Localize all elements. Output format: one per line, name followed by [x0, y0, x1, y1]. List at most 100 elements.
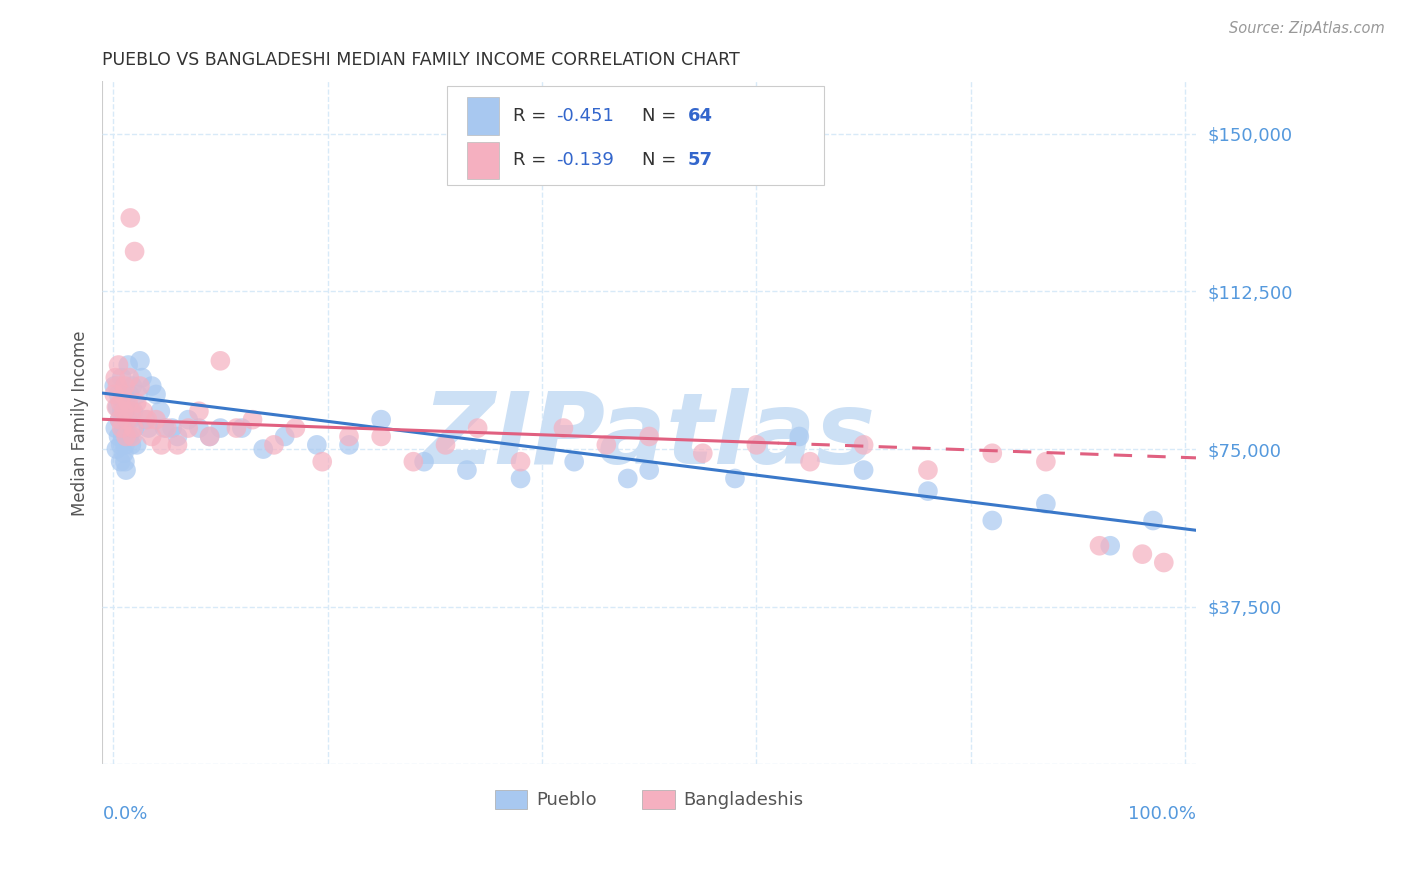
- Point: [111, 429, 134, 443]
- Point: [509, 471, 531, 485]
- Point: [115, 412, 138, 426]
- FancyBboxPatch shape: [447, 87, 824, 186]
- Point: [115, 429, 138, 443]
- Point: [103, 379, 125, 393]
- Point: [616, 471, 638, 485]
- Point: [799, 455, 821, 469]
- Point: [153, 421, 176, 435]
- Point: [120, 412, 142, 426]
- Point: [121, 429, 143, 443]
- Point: [852, 438, 875, 452]
- Point: [107, 400, 129, 414]
- Point: [562, 455, 585, 469]
- Point: [273, 429, 295, 443]
- Point: [122, 404, 145, 418]
- Point: [724, 471, 747, 485]
- Point: [166, 438, 188, 452]
- Point: [107, 429, 129, 443]
- Point: [141, 379, 163, 393]
- Point: [111, 370, 134, 384]
- Point: [129, 379, 152, 393]
- Point: [114, 379, 136, 393]
- Point: [105, 442, 128, 456]
- Point: [553, 421, 575, 435]
- Point: [104, 370, 127, 384]
- Point: [456, 463, 478, 477]
- Point: [125, 396, 148, 410]
- Point: [114, 438, 136, 452]
- Point: [305, 438, 328, 452]
- Point: [127, 387, 149, 401]
- Point: [1153, 556, 1175, 570]
- Text: -0.139: -0.139: [557, 152, 614, 169]
- Point: [112, 404, 135, 418]
- Point: [370, 412, 392, 426]
- Point: [595, 438, 617, 452]
- Point: [745, 438, 768, 452]
- FancyBboxPatch shape: [467, 142, 499, 179]
- Point: [111, 387, 134, 401]
- Point: [107, 358, 129, 372]
- Y-axis label: Median Family Income: Median Family Income: [72, 330, 89, 516]
- Point: [124, 244, 146, 259]
- Point: [104, 421, 127, 435]
- Point: [117, 396, 139, 410]
- Point: [150, 438, 173, 452]
- Point: [105, 400, 128, 414]
- Point: [117, 358, 139, 372]
- Point: [125, 438, 148, 452]
- Point: [787, 429, 810, 443]
- Point: [198, 429, 221, 443]
- Point: [917, 484, 939, 499]
- Point: [252, 442, 274, 456]
- Point: [413, 455, 436, 469]
- Point: [110, 438, 132, 452]
- Point: [118, 370, 141, 384]
- Legend: Pueblo, Bangladeshis: Pueblo, Bangladeshis: [488, 783, 811, 817]
- Text: 0.0%: 0.0%: [103, 805, 148, 823]
- Point: [111, 421, 134, 435]
- Text: ZIPatlas: ZIPatlas: [423, 388, 876, 485]
- Point: [112, 421, 135, 435]
- Point: [981, 514, 1004, 528]
- Point: [124, 421, 146, 435]
- Text: Source: ZipAtlas.com: Source: ZipAtlas.com: [1229, 21, 1385, 36]
- Point: [122, 421, 145, 435]
- Text: N =: N =: [641, 107, 682, 125]
- Point: [112, 446, 135, 460]
- Point: [136, 412, 159, 426]
- Point: [311, 455, 333, 469]
- Point: [111, 396, 134, 410]
- Point: [120, 211, 142, 225]
- Point: [129, 354, 152, 368]
- Point: [138, 421, 160, 435]
- Point: [337, 429, 360, 443]
- Point: [638, 429, 661, 443]
- Point: [225, 421, 247, 435]
- Point: [692, 446, 714, 460]
- Point: [1142, 514, 1164, 528]
- Point: [209, 354, 232, 368]
- Point: [108, 412, 131, 426]
- Point: [981, 446, 1004, 460]
- Text: R =: R =: [513, 107, 551, 125]
- Point: [141, 429, 163, 443]
- Point: [1099, 539, 1122, 553]
- Point: [145, 412, 167, 426]
- Point: [160, 421, 183, 435]
- Point: [103, 387, 125, 401]
- Point: [118, 387, 141, 401]
- Text: -0.451: -0.451: [557, 107, 614, 125]
- Point: [110, 396, 132, 410]
- FancyBboxPatch shape: [467, 97, 499, 135]
- Text: 64: 64: [688, 107, 713, 125]
- Point: [337, 438, 360, 452]
- Point: [107, 379, 129, 393]
- Point: [131, 370, 153, 384]
- Point: [120, 404, 142, 418]
- Point: [198, 429, 221, 443]
- Point: [134, 412, 156, 426]
- Point: [149, 404, 172, 418]
- Text: 57: 57: [688, 152, 713, 169]
- Point: [110, 455, 132, 469]
